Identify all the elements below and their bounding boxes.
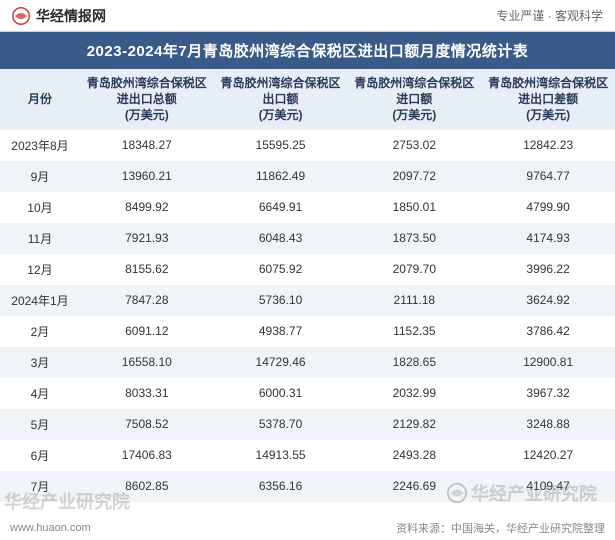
cell-value: 3624.92 [481, 285, 615, 316]
table-row: 2月6091.124938.771152.353786.42 [0, 316, 615, 347]
cell-value: 14913.55 [214, 440, 348, 471]
cell-month: 4月 [0, 378, 80, 409]
cell-value: 2032.99 [347, 378, 481, 409]
table-body: 2023年8月18348.2715595.252753.0212842.239月… [0, 130, 615, 502]
cell-value: 6075.92 [214, 254, 348, 285]
data-table: 月份 青岛胶州湾综合保税区进出口总额(万美元) 青岛胶州湾综合保税区出口额(万美… [0, 69, 615, 502]
cell-value: 6048.43 [214, 223, 348, 254]
cell-value: 8033.31 [80, 378, 214, 409]
col-header-import: 青岛胶州湾综合保税区进口额(万美元) [347, 69, 481, 130]
cell-month: 11月 [0, 223, 80, 254]
cell-value: 12420.27 [481, 440, 615, 471]
cell-month: 9月 [0, 161, 80, 192]
cell-value: 12900.81 [481, 347, 615, 378]
cell-value: 1828.65 [347, 347, 481, 378]
cell-value: 6356.16 [214, 471, 348, 502]
col-header-diff: 青岛胶州湾综合保税区进出口差额(万美元) [481, 69, 615, 130]
cell-value: 6649.91 [214, 192, 348, 223]
cell-value: 3996.22 [481, 254, 615, 285]
cell-value: 4174.93 [481, 223, 615, 254]
cell-value: 16558.10 [80, 347, 214, 378]
cell-value: 15595.25 [214, 130, 348, 161]
table-title: 2023-2024年7月青岛胶州湾综合保税区进出口额月度情况统计表 [0, 32, 615, 69]
cell-month: 10月 [0, 192, 80, 223]
cell-value: 5736.10 [214, 285, 348, 316]
col-header-export: 青岛胶州湾综合保税区出口额(万美元) [214, 69, 348, 130]
table-row: 5月7508.525378.702129.823248.88 [0, 409, 615, 440]
table-row: 2024年1月7847.285736.102111.183624.92 [0, 285, 615, 316]
cell-month: 7月 [0, 471, 80, 502]
cell-value: 3967.32 [481, 378, 615, 409]
table-row: 9月13960.2111862.492097.729764.77 [0, 161, 615, 192]
cell-value: 13960.21 [80, 161, 214, 192]
cell-value: 18348.27 [80, 130, 214, 161]
table-row: 3月16558.1014729.461828.6512900.81 [0, 347, 615, 378]
cell-value: 4799.90 [481, 192, 615, 223]
cell-value: 2753.02 [347, 130, 481, 161]
cell-value: 17406.83 [80, 440, 214, 471]
col-header-total: 青岛胶州湾综合保税区进出口总额(万美元) [80, 69, 214, 130]
cell-value: 11862.49 [214, 161, 348, 192]
cell-month: 2023年8月 [0, 130, 80, 161]
cell-value: 2111.18 [347, 285, 481, 316]
table-row: 4月8033.316000.312032.993967.32 [0, 378, 615, 409]
cell-value: 2097.72 [347, 161, 481, 192]
cell-value: 2246.69 [347, 471, 481, 502]
cell-value: 9764.77 [481, 161, 615, 192]
logo-text: 华经情报网 [36, 6, 106, 26]
table-header-row: 月份 青岛胶州湾综合保税区进出口总额(万美元) 青岛胶州湾综合保税区出口额(万美… [0, 69, 615, 130]
cell-value: 14729.46 [214, 347, 348, 378]
cell-value: 12842.23 [481, 130, 615, 161]
cell-value: 1152.35 [347, 316, 481, 347]
cell-value: 6091.12 [80, 316, 214, 347]
cell-value: 4938.77 [214, 316, 348, 347]
cell-value: 4109.47 [481, 471, 615, 502]
footer-source: 资料来源：中国海关，华经产业研究院整理 [396, 520, 605, 536]
cell-value: 1850.01 [347, 192, 481, 223]
cell-value: 2493.28 [347, 440, 481, 471]
header-bar: 华经情报网 专业严谨 · 客观科学 [0, 0, 615, 32]
table-row: 11月7921.936048.431873.504174.93 [0, 223, 615, 254]
cell-value: 2129.82 [347, 409, 481, 440]
table-row: 2023年8月18348.2715595.252753.0212842.23 [0, 130, 615, 161]
footer-url: www.huaon.com [10, 522, 91, 534]
cell-value: 8499.92 [80, 192, 214, 223]
cell-value: 7921.93 [80, 223, 214, 254]
cell-value: 1873.50 [347, 223, 481, 254]
cell-value: 7508.52 [80, 409, 214, 440]
table-row: 12月8155.626075.922079.703996.22 [0, 254, 615, 285]
cell-month: 2024年1月 [0, 285, 80, 316]
logo-area: 华经情报网 [12, 6, 106, 26]
cell-value: 5378.70 [214, 409, 348, 440]
cell-value: 3786.42 [481, 316, 615, 347]
table-row: 6月17406.8314913.552493.2812420.27 [0, 440, 615, 471]
footer-bar: www.huaon.com 资料来源：中国海关，华经产业研究院整理 [0, 516, 615, 540]
cell-month: 6月 [0, 440, 80, 471]
cell-value: 6000.31 [214, 378, 348, 409]
cell-month: 5月 [0, 409, 80, 440]
cell-month: 3月 [0, 347, 80, 378]
col-header-month: 月份 [0, 69, 80, 130]
cell-value: 8602.85 [80, 471, 214, 502]
cell-month: 12月 [0, 254, 80, 285]
cell-value: 2079.70 [347, 254, 481, 285]
cell-value: 7847.28 [80, 285, 214, 316]
cell-value: 8155.62 [80, 254, 214, 285]
logo-icon [12, 7, 30, 25]
cell-month: 2月 [0, 316, 80, 347]
cell-value: 3248.88 [481, 409, 615, 440]
header-slogan: 专业严谨 · 客观科学 [496, 7, 603, 24]
table-row: 7月8602.856356.162246.694109.47 [0, 471, 615, 502]
table-row: 10月8499.926649.911850.014799.90 [0, 192, 615, 223]
